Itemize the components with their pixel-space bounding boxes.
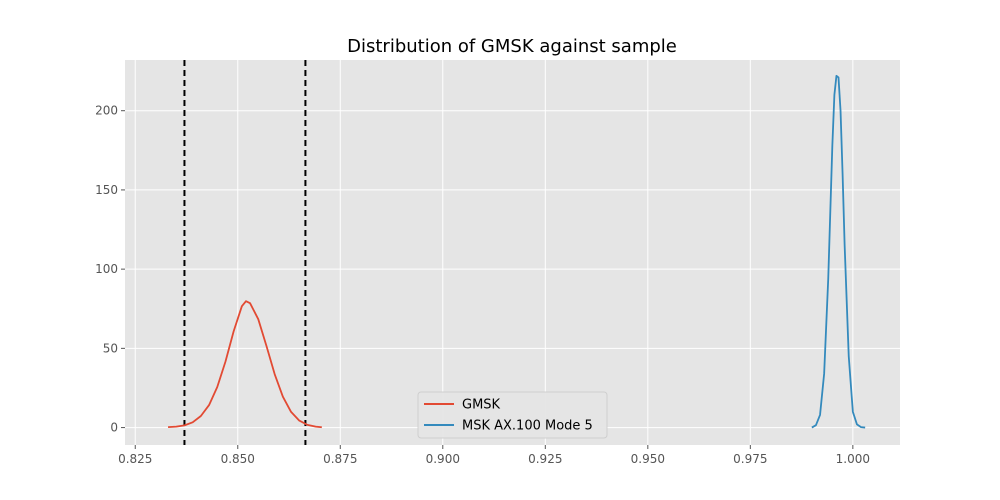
y-tick-label: 50 xyxy=(103,341,118,355)
legend-box xyxy=(417,391,608,439)
x-tick-label: 0.950 xyxy=(631,452,665,466)
x-tick-label: 0.850 xyxy=(221,452,255,466)
legend-label: GMSK xyxy=(462,398,501,413)
x-tick-label: 0.875 xyxy=(323,452,357,466)
chart-title: Distribution of GMSK against sample xyxy=(347,36,677,57)
y-tick-label: 150 xyxy=(95,183,118,197)
reference-lines xyxy=(183,60,307,445)
y-axis-ticks: 0 50 100 150 200 xyxy=(95,104,125,435)
x-axis-ticks: 0.825 0.850 0.875 0.900 0.925 0.950 0.975 1.000 xyxy=(118,445,870,466)
plot-background xyxy=(125,60,900,445)
y-tick-label: 200 xyxy=(95,104,118,118)
y-tick-label: 100 xyxy=(95,262,118,276)
x-tick-label: 0.825 xyxy=(118,452,152,466)
x-tick-label: 0.975 xyxy=(733,452,767,466)
series-line xyxy=(168,300,322,429)
x-tick-label: 0.925 xyxy=(528,452,562,466)
x-tick-label: 1.000 xyxy=(836,452,870,466)
series-line xyxy=(811,74,866,429)
legend: GMSK MSK AX.100 Mode 5 xyxy=(417,391,608,439)
series-lines xyxy=(168,74,866,429)
legend-label: MSK AX.100 Mode 5 xyxy=(462,419,593,434)
x-tick-label: 0.900 xyxy=(426,452,460,466)
y-tick-label: 0 xyxy=(110,421,118,435)
